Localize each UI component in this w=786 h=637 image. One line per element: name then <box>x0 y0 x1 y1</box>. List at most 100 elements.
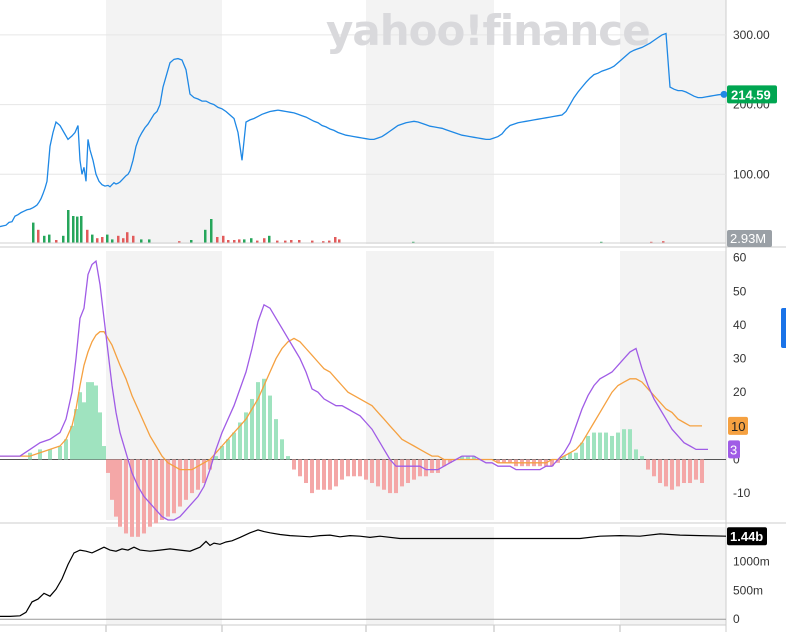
macd-histogram-bar <box>232 432 236 460</box>
macd-histogram-bar <box>214 456 218 460</box>
volume-bar <box>311 240 314 243</box>
volume-bar <box>140 239 143 243</box>
volume-bar <box>132 235 135 243</box>
macd-histogram-bar <box>640 456 644 460</box>
macd-histogram-bar <box>364 459 368 480</box>
price-line[interactable] <box>0 32 723 228</box>
macd-histogram-bar <box>304 459 308 484</box>
macd-tick-label: 20 <box>733 385 747 399</box>
volume-bar <box>178 241 181 243</box>
volume-bar <box>76 216 79 243</box>
macd-histogram-bar <box>430 459 434 473</box>
macd-histogram-bar <box>160 459 164 520</box>
period-shade <box>366 0 494 244</box>
obv-line[interactable] <box>0 529 727 618</box>
price-badge <box>727 85 777 104</box>
volume-bar <box>238 239 241 243</box>
macd-histogram-bar <box>298 459 302 477</box>
volume-bar <box>263 238 266 243</box>
macd-histogram-bar <box>274 419 278 460</box>
macd-line[interactable] <box>0 259 708 521</box>
volume-bar <box>72 216 75 243</box>
volume-bar <box>227 240 230 243</box>
macd-histogram-bar <box>226 439 230 460</box>
macd-histogram-bar <box>280 439 284 460</box>
macd-histogram-bar <box>136 459 140 537</box>
macd-histogram-bar <box>114 459 118 517</box>
period-shade <box>620 527 726 625</box>
obv-badge <box>727 527 767 546</box>
macd-histogram-bar <box>316 459 320 490</box>
macd-histogram-bar <box>202 459 206 484</box>
macd-histogram-bar <box>646 459 650 470</box>
macd-histogram-bar <box>58 446 62 460</box>
obv-panel[interactable] <box>0 529 727 618</box>
volume-bar <box>117 235 120 243</box>
price-last-dot <box>720 90 728 98</box>
macd-histogram-bar <box>424 459 428 477</box>
volume-bar <box>86 229 89 243</box>
signal-line[interactable] <box>0 331 702 471</box>
macd-histogram-bar <box>394 459 398 494</box>
side-panel-tab[interactable] <box>781 308 786 348</box>
volume-bar <box>91 234 94 243</box>
macd-badge <box>728 440 740 459</box>
macd-histogram-bar <box>184 459 188 500</box>
volume-bar <box>284 240 287 243</box>
macd-histogram-bar <box>574 452 578 460</box>
macd-histogram-bar <box>622 429 626 460</box>
macd-histogram-bar <box>196 459 200 490</box>
macd-histogram-bar <box>664 459 668 487</box>
volume-bar <box>268 235 271 243</box>
volume-bar <box>210 219 213 243</box>
volume-bar <box>96 238 99 243</box>
macd-histogram-bar <box>388 459 392 494</box>
macd-tick-label: 30 <box>733 352 747 366</box>
volume-bar <box>334 237 337 243</box>
price-tick-label: 100.00 <box>733 167 770 181</box>
volume-bar <box>233 240 236 243</box>
macd-histogram-bar <box>172 459 176 514</box>
macd-histogram-bar <box>268 395 272 460</box>
volume-bar <box>322 241 325 243</box>
macd-histogram-bar <box>86 382 90 460</box>
volume-badge-label: 2.93M <box>730 231 766 246</box>
volume-bar <box>67 210 70 243</box>
volume-bar <box>55 240 58 243</box>
macd-histogram-bar <box>310 459 314 494</box>
macd-histogram-bar <box>400 459 404 487</box>
macd-histogram-bar <box>70 425 74 460</box>
macd-histogram-bar <box>106 459 110 473</box>
macd-histogram-bar <box>502 459 506 463</box>
macd-histogram-bar <box>442 459 446 467</box>
macd-histogram-bar <box>580 442 584 460</box>
volume-bar <box>256 240 259 243</box>
macd-histogram-bar <box>102 446 106 460</box>
volume-bar <box>250 238 253 243</box>
price-panel[interactable] <box>0 32 728 228</box>
period-shade <box>106 527 222 625</box>
macd-histogram-bar <box>562 456 566 460</box>
macd-histogram-bar <box>250 398 254 460</box>
price-tick-label: 300.00 <box>733 28 770 42</box>
macd-tick-label: 60 <box>733 251 747 265</box>
macd-panel[interactable] <box>0 259 708 537</box>
obv-tick-label: 500m <box>733 583 763 597</box>
volume-bar <box>412 241 415 243</box>
macd-histogram-bar <box>472 456 476 460</box>
volume-bar <box>32 222 35 243</box>
volume-bar <box>126 232 129 243</box>
volume-bar <box>111 239 114 243</box>
macd-histogram-bar <box>48 449 52 460</box>
macd-histogram-bar <box>628 429 632 460</box>
period-shade <box>620 0 726 244</box>
volume-bar <box>328 240 331 243</box>
period-shade <box>106 0 222 244</box>
macd-histogram-bar <box>382 459 386 490</box>
volume-bar <box>101 237 104 243</box>
macd-histogram-bar <box>376 459 380 487</box>
macd-histogram-bar <box>220 446 224 460</box>
volume-bar <box>148 239 151 243</box>
macd-histogram-bar <box>148 459 152 527</box>
